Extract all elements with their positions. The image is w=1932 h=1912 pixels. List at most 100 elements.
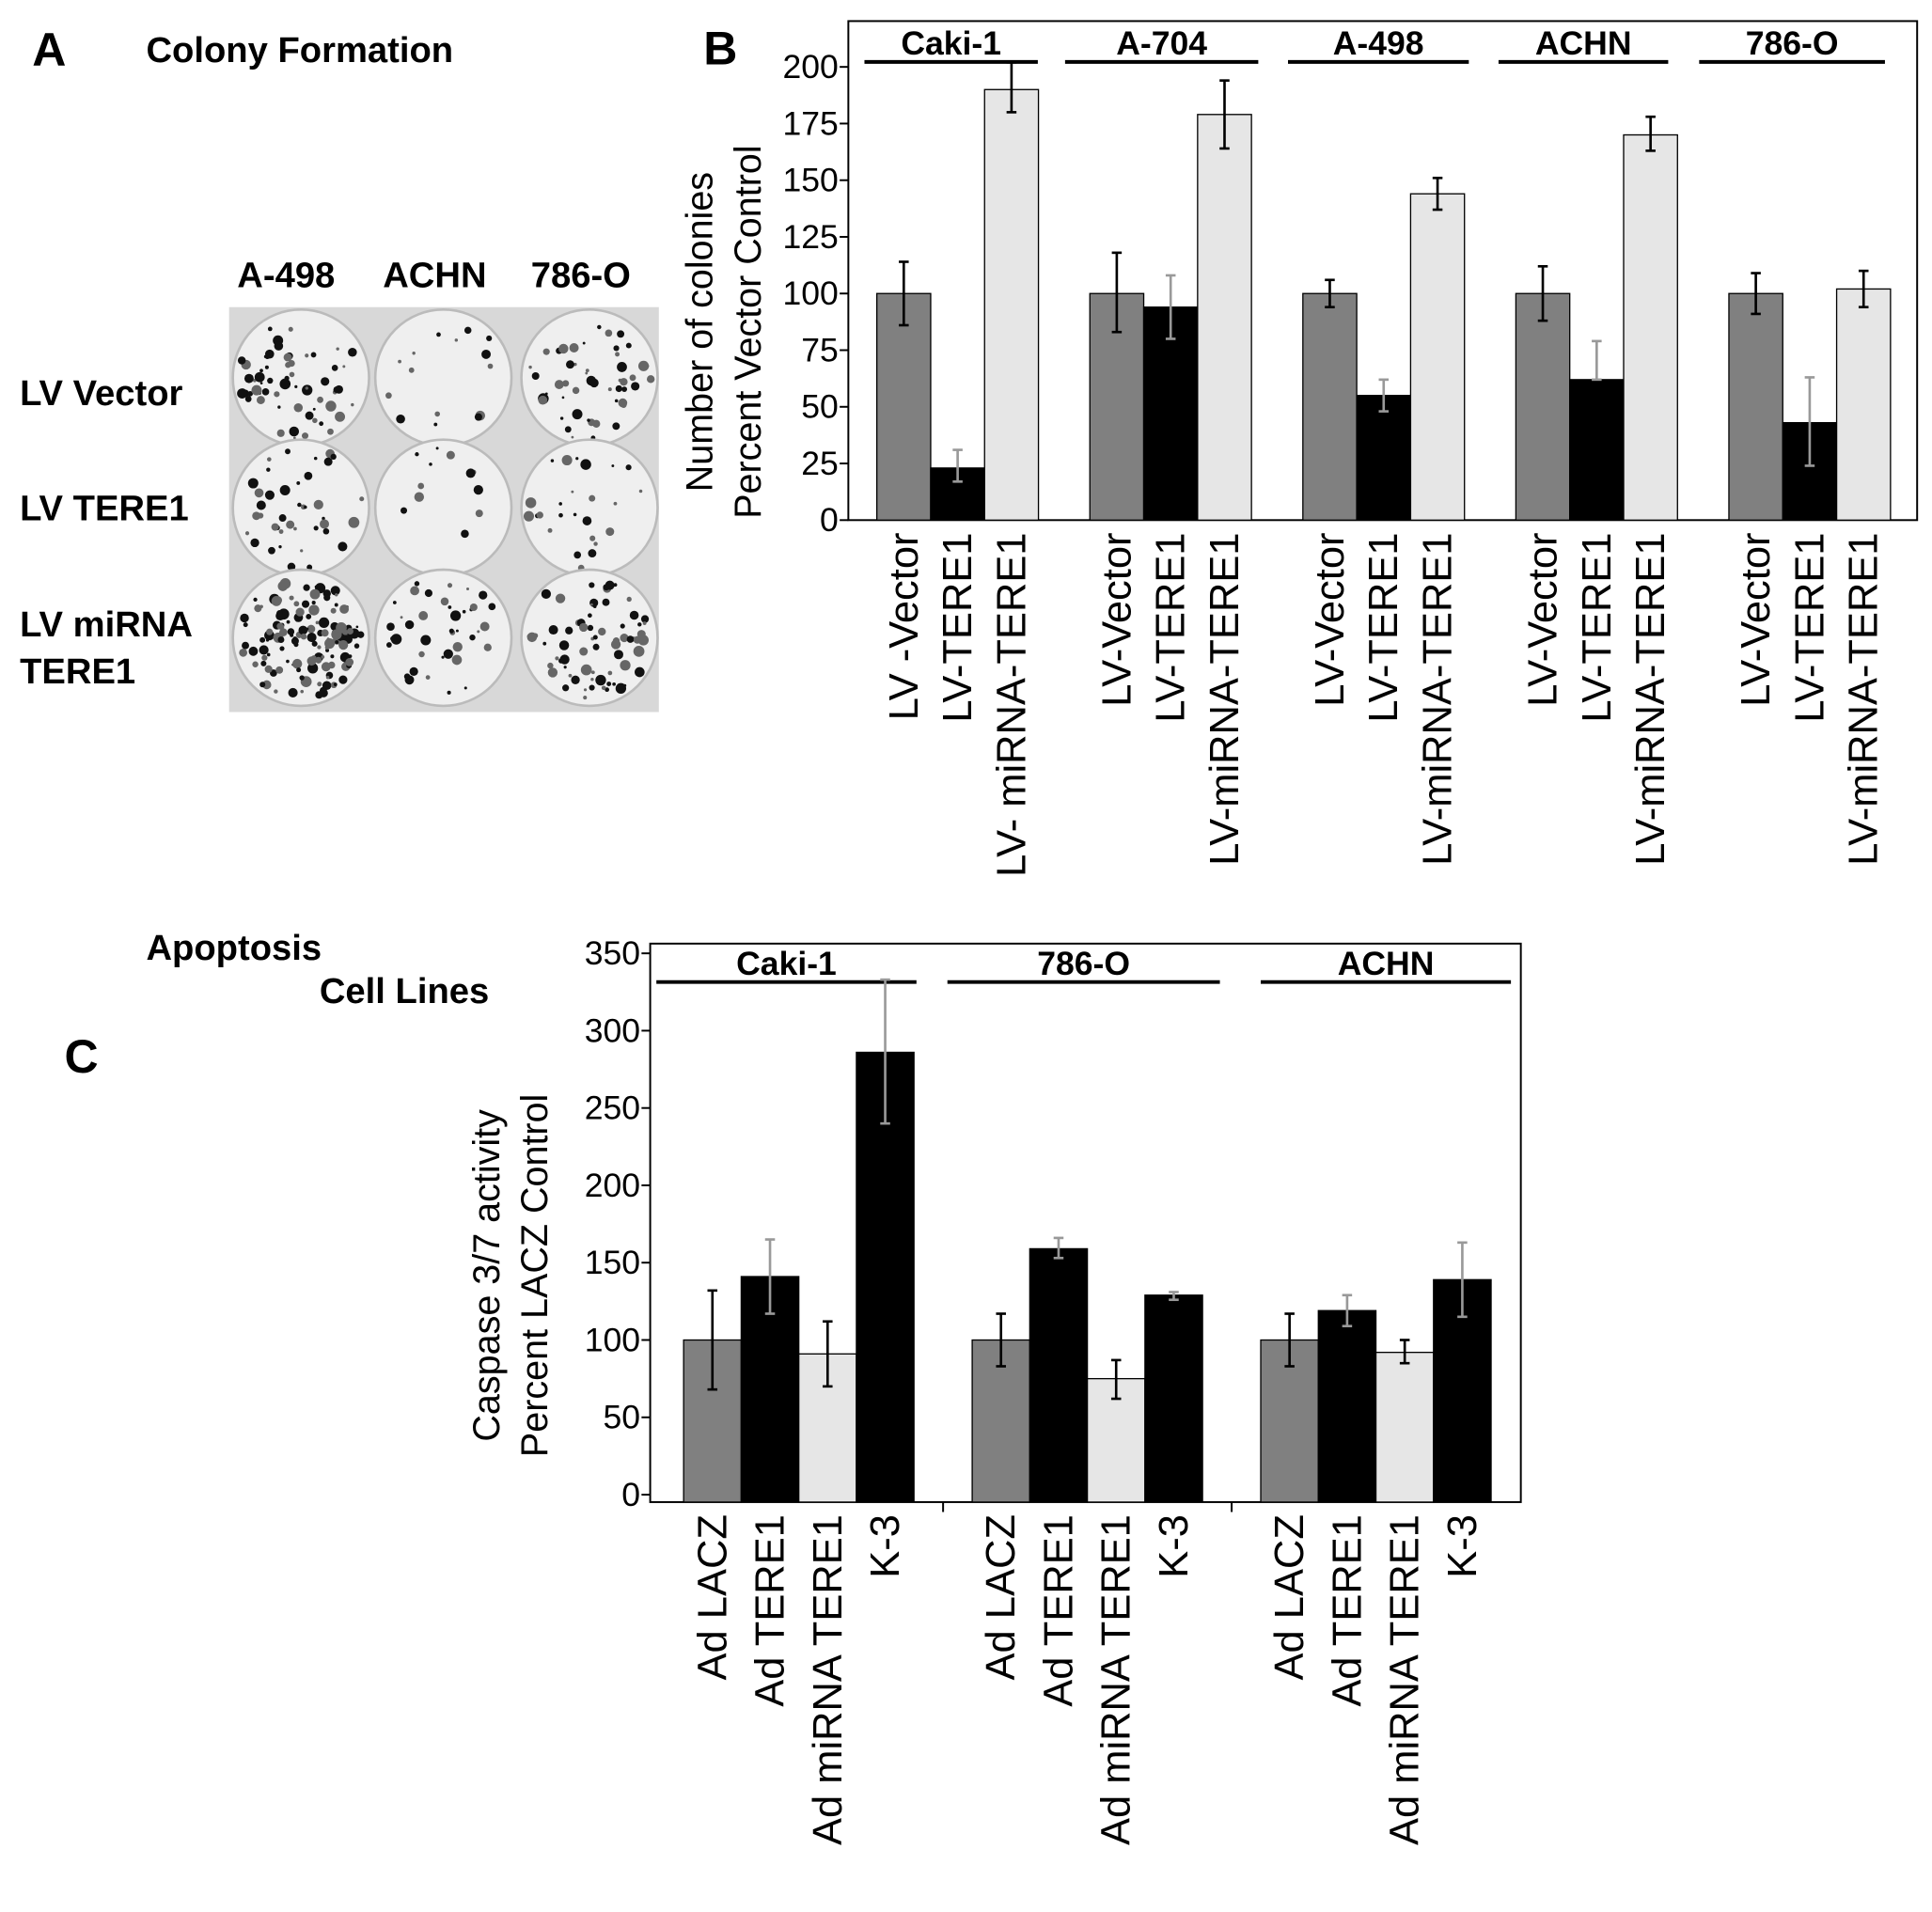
colony-dot — [615, 352, 620, 357]
colony-dot — [633, 635, 642, 644]
colony-dot — [617, 362, 627, 372]
y-axis-label: Percent LACZ Control — [514, 1094, 556, 1457]
colony-dot — [330, 586, 340, 596]
colony-dot — [289, 426, 300, 437]
colony-dot — [264, 490, 275, 500]
colony-dot — [310, 352, 317, 358]
colony-dot — [333, 386, 340, 394]
colony-dot — [572, 409, 583, 420]
colony-dot — [330, 453, 337, 461]
colony-dot — [612, 422, 620, 431]
colony-dot — [304, 471, 313, 480]
colony-dot — [487, 363, 494, 369]
colony-dot — [580, 664, 592, 676]
bar — [1835, 288, 1892, 521]
colony-dot — [283, 353, 292, 362]
colony-dot — [396, 414, 405, 424]
colony-dot — [441, 655, 445, 659]
colony-dot — [558, 343, 569, 354]
colony-dot — [629, 610, 639, 620]
colony-dot — [592, 635, 598, 640]
colony-dot — [299, 675, 305, 681]
colony-dot — [278, 544, 282, 549]
group-label-786-o: 786-O — [1746, 24, 1839, 62]
bar — [1197, 114, 1252, 521]
colony-dot — [558, 512, 563, 518]
colony-dot — [607, 387, 612, 392]
colony-dot — [562, 684, 570, 692]
colony-dot — [244, 396, 252, 402]
colony-dot — [321, 655, 325, 659]
colony-dot — [293, 436, 296, 440]
colony-dot — [327, 428, 334, 435]
x-category-label: Ad miRNA TERE1 — [806, 1514, 851, 1845]
colony-dot — [274, 689, 278, 694]
bar — [1728, 292, 1783, 521]
y-axis-label: Number of colonies — [679, 172, 720, 492]
bar — [856, 1051, 915, 1503]
colony-dot — [263, 354, 268, 359]
colony-dot — [277, 636, 285, 644]
colony-dot — [587, 418, 590, 422]
colony-dot — [542, 641, 547, 646]
colony-dot — [317, 682, 322, 687]
colony-dot — [357, 631, 365, 638]
colony-dot — [259, 382, 263, 385]
colony-dot — [291, 658, 303, 669]
colony-dot — [335, 640, 339, 645]
colony-dot — [287, 628, 295, 635]
colony-dot — [590, 677, 594, 682]
colony-dot — [403, 673, 411, 681]
colony-dot — [429, 462, 432, 466]
colony-dot — [266, 652, 271, 657]
colony-dot — [588, 613, 592, 619]
y-tick-label: 200 — [585, 1167, 640, 1204]
colony-dot — [385, 392, 392, 400]
colony-dot — [625, 464, 632, 471]
colony-dot — [279, 484, 291, 495]
colony-dot — [410, 586, 419, 596]
colony-dot — [306, 624, 316, 634]
bar — [1569, 379, 1625, 521]
colony-dot — [322, 516, 325, 521]
colony-dot — [321, 377, 330, 386]
colony-dot — [286, 520, 295, 529]
colony-dot — [323, 457, 333, 466]
colony-dot — [250, 538, 259, 548]
colony-dot — [465, 587, 470, 590]
chart-c-caspase-activity: 0 50 100 150 200 250 300 350 Caspase 3/7 activit… — [466, 934, 1522, 1845]
colony-dot — [252, 511, 261, 521]
colony-dot — [261, 654, 268, 661]
x-category-label: LV-miRNA-TERE1 — [1842, 532, 1887, 865]
x-category-label: LV -Vector — [882, 532, 927, 720]
colony-dot — [288, 687, 298, 697]
colony-dot — [589, 582, 595, 588]
colony-dot — [325, 648, 330, 652]
colony-dot — [312, 407, 316, 411]
colony-dot — [547, 667, 558, 678]
y-tick-label: 0 — [621, 1476, 640, 1513]
colony-dot — [544, 392, 548, 396]
colony-dot — [243, 373, 254, 384]
colony-dot — [266, 457, 272, 462]
colony-dot — [620, 660, 631, 671]
colony-dot — [319, 688, 328, 697]
colony-dot — [447, 583, 453, 588]
x-category-label: Ad LACZ — [979, 1514, 1024, 1680]
bar — [1144, 1294, 1203, 1503]
colony-dot — [254, 371, 265, 383]
colony-dot — [266, 467, 271, 472]
bar — [1374, 1352, 1435, 1503]
colony-dot — [554, 380, 564, 389]
colony-dot — [300, 689, 305, 694]
colony-dot — [573, 362, 577, 367]
colony-dot — [443, 649, 453, 659]
colony-dot — [589, 494, 596, 502]
colony-dot — [278, 529, 284, 534]
dish-outline — [373, 438, 513, 577]
colony-dot — [620, 623, 625, 629]
bar — [1317, 1309, 1377, 1503]
colony-dot — [248, 646, 259, 656]
colony-dot — [320, 519, 330, 529]
column-label-786o: 786-O — [531, 256, 631, 296]
